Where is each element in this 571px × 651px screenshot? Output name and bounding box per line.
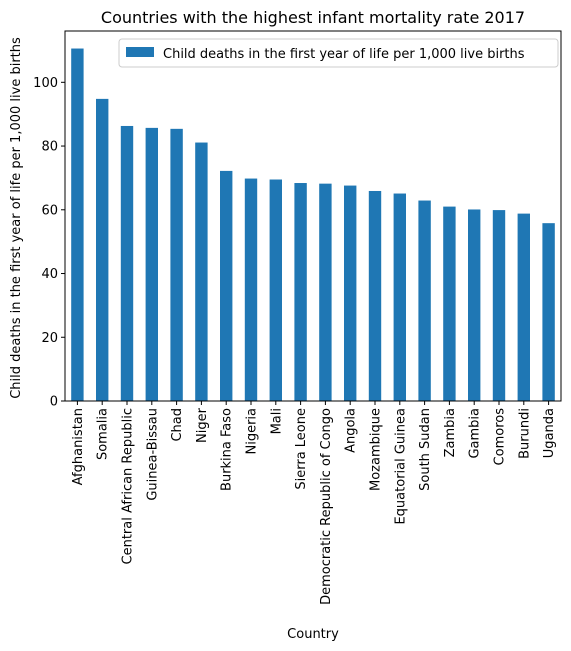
- plot-frame: [64, 30, 562, 402]
- x-tick-label: Gambia: [468, 408, 483, 459]
- bar-comoros: [492, 210, 506, 401]
- bar-mozambique: [368, 190, 382, 401]
- legend-frame: [118, 38, 559, 68]
- bar-niger: [195, 142, 208, 402]
- bar-zambia: [443, 206, 456, 401]
- bar-burundi: [517, 213, 530, 401]
- bar-sierra-leone: [294, 183, 307, 401]
- ticks-layer: 0 20 40 60 80 100 Afghanistan Somalia Central Af…: [33, 76, 557, 605]
- bar-nigeria: [244, 178, 258, 401]
- bar-guinea-bissau: [145, 127, 158, 401]
- x-tick-label: Equatorial Guinea: [393, 408, 408, 525]
- x-tick-label: Guinea-Bissau: [145, 408, 160, 501]
- x-tick-label: Somalia: [96, 408, 111, 460]
- bar-south-sudan: [418, 200, 431, 401]
- bar-mali: [269, 179, 282, 401]
- x-tick-label: Democratic Republic of Congo: [319, 408, 334, 605]
- y-axis-label: Child deaths in the first year of life p…: [9, 37, 24, 399]
- x-tick-label: Sierra Leone: [294, 408, 309, 490]
- bar-central-african-republic: [120, 125, 134, 401]
- bar-gambia: [468, 209, 481, 401]
- y-tick-label: 60: [41, 203, 58, 218]
- bar-burkina-faso: [220, 170, 233, 401]
- bar-somalia: [96, 98, 109, 401]
- x-axis-label: Country: [287, 627, 339, 642]
- y-tick-label: 80: [41, 140, 58, 155]
- bar-angola: [344, 185, 357, 401]
- x-tick-label: Zambia: [443, 408, 458, 457]
- y-tick-label: 0: [50, 395, 58, 410]
- x-tick-label: South Sudan: [418, 408, 433, 491]
- y-tick-label: 40: [41, 267, 58, 282]
- x-tick-label: Angola: [344, 408, 359, 453]
- legend-swatch: [126, 47, 154, 57]
- x-tick-label: Burundi: [517, 408, 532, 459]
- y-tick-label: 100: [33, 76, 58, 91]
- x-tick-label: Nigeria: [245, 408, 260, 455]
- x-tick-label: Central African Republic: [121, 408, 136, 564]
- bar-chad: [170, 128, 183, 401]
- x-tick-label: Comoros: [493, 408, 508, 466]
- legend: Child deaths in the first year of life p…: [118, 38, 559, 68]
- bar-democratic-republic-of-congo: [319, 183, 332, 401]
- bars-layer: [71, 48, 555, 402]
- x-tick-label: Niger: [195, 407, 210, 443]
- x-tick-label: Afghanistan: [71, 408, 86, 485]
- x-tick-label: Mozambique: [369, 408, 384, 491]
- x-tick-label: Burkina Faso: [220, 408, 235, 491]
- bar-afghanistan: [71, 48, 84, 401]
- bar-uganda: [542, 223, 555, 401]
- legend-entry: Child deaths in the first year of life p…: [163, 47, 525, 62]
- y-tick-label: 20: [41, 331, 58, 346]
- x-tick-label: Chad: [170, 408, 185, 442]
- x-tick-label: Uganda: [542, 408, 557, 458]
- chart-title: Countries with the highest infant mortal…: [101, 8, 525, 27]
- bar-equatorial-guinea: [393, 193, 406, 401]
- axes-layer: [64, 30, 562, 402]
- x-tick-label: Mali: [269, 408, 284, 434]
